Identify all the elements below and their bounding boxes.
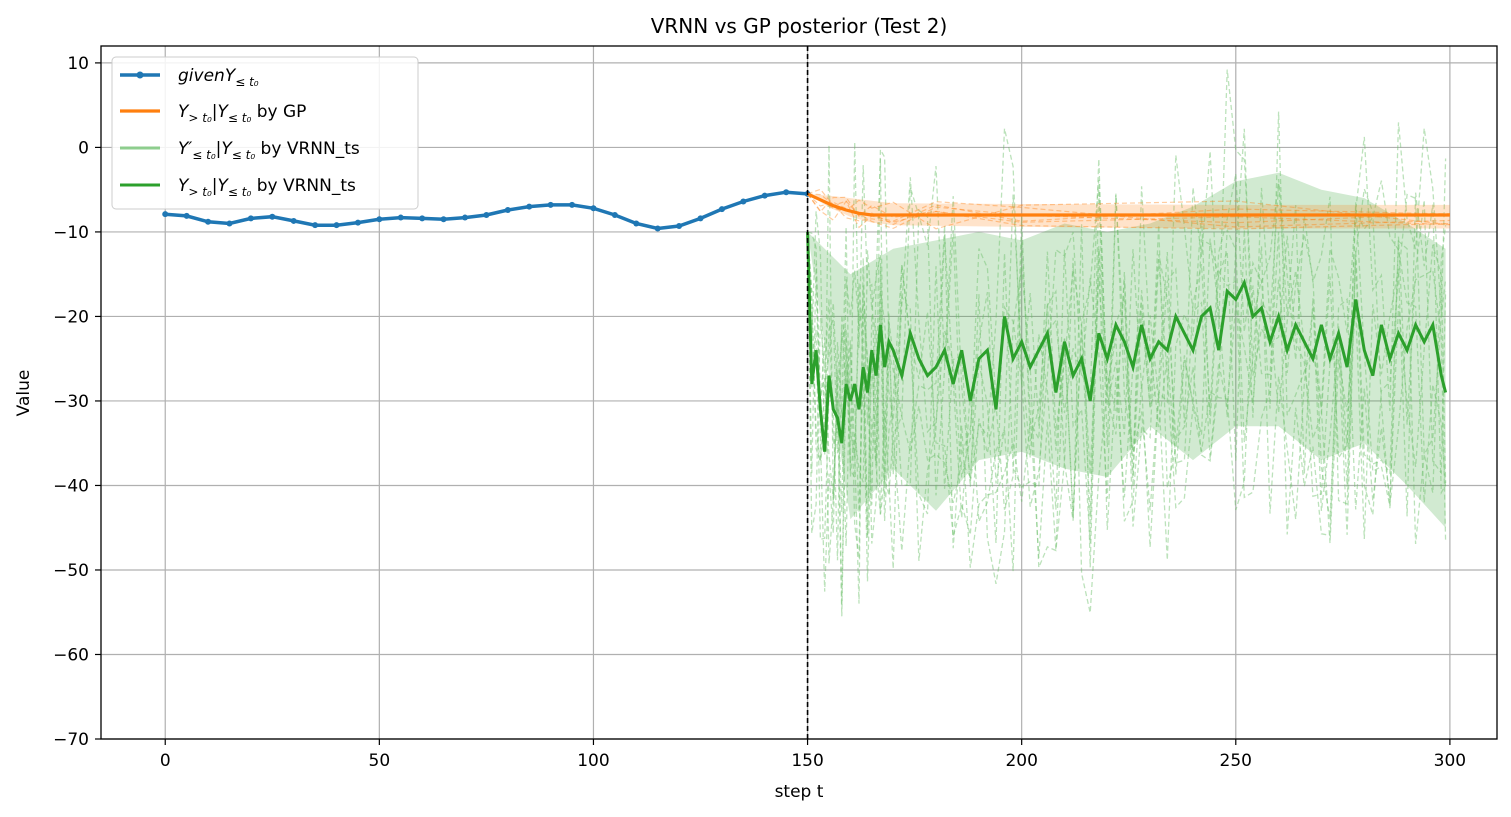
given-series-point xyxy=(247,215,254,222)
given-series-point xyxy=(504,206,511,213)
x-tick-label: 50 xyxy=(369,751,391,771)
y-tick-label: 0 xyxy=(78,138,89,158)
given-series-point xyxy=(333,222,340,229)
given-series-point xyxy=(676,223,683,230)
given-series-point xyxy=(376,216,383,223)
given-series-point xyxy=(633,220,640,227)
x-tick-label: 150 xyxy=(791,751,823,771)
y-tick-label: −70 xyxy=(53,730,89,750)
legend-label-given: givenY≤ t₀ xyxy=(178,66,259,89)
y-tick-label: −50 xyxy=(53,561,89,581)
x-tick-label: 250 xyxy=(1220,751,1252,771)
given-series-point xyxy=(354,219,361,226)
given-series-point xyxy=(205,218,212,225)
given-series-point xyxy=(269,213,276,220)
vrnn-sample-line xyxy=(806,128,1447,561)
given-series-point xyxy=(226,220,233,227)
legend-label-vrnn: Y> t₀|Y≤ t₀ by VRNN_ts xyxy=(178,176,356,199)
y-tick-label: −20 xyxy=(53,307,89,327)
y-axis-title: Value xyxy=(14,370,34,417)
given-series-point xyxy=(611,212,618,219)
given-series-point xyxy=(783,189,790,196)
y-tick-label: 10 xyxy=(67,54,89,74)
given-series-point xyxy=(162,211,169,218)
legend-label-vrnn_recon: Y′≤ t₀|Y≤ t₀ by VRNN_ts xyxy=(178,139,360,162)
x-tick-label: 200 xyxy=(1005,751,1037,771)
y-tick-label: −30 xyxy=(53,392,89,412)
given-series-point xyxy=(526,203,533,210)
y-tick-label: −10 xyxy=(53,223,89,243)
y-tick-label: −40 xyxy=(53,476,89,496)
vrnn-sample-line xyxy=(806,192,1447,617)
vrnn-sample-line xyxy=(807,155,1447,592)
gp-sample-line xyxy=(807,193,1450,230)
given-series-point xyxy=(761,192,768,199)
given-series-point xyxy=(290,217,297,224)
x-tick-label: 300 xyxy=(1434,751,1466,771)
gp-mean-line xyxy=(806,192,1450,217)
given-series-point xyxy=(697,215,704,222)
given-series-point xyxy=(718,206,725,213)
given-series-point xyxy=(547,201,554,208)
given-series-point xyxy=(312,222,319,229)
gp-sample-line xyxy=(807,188,1450,226)
gp-sample-line xyxy=(807,193,1450,230)
legend-box xyxy=(111,56,419,210)
legend-marker-given xyxy=(136,71,144,79)
given-series-point xyxy=(461,214,468,221)
legend-label-gp: Y> t₀|Y≤ t₀ by GP xyxy=(178,102,306,125)
x-axis-title: step t xyxy=(775,782,824,802)
given-series-point xyxy=(654,225,661,232)
given-series-point xyxy=(397,214,404,221)
plot-area: 0 50 100 150 200 250 300100−10−20−30−40−50−60−… xyxy=(53,45,1498,771)
given-series-point xyxy=(440,216,447,223)
gp-confidence-band xyxy=(807,193,1450,229)
series-layer xyxy=(162,69,1450,617)
y-tick-label: −60 xyxy=(53,645,89,665)
x-tick-label: 100 xyxy=(577,751,609,771)
vrnn-sample-line xyxy=(806,215,1447,613)
given-series-point xyxy=(590,205,597,212)
legend: givenY≤ t₀ Y> t₀|Y≤ t₀ by GP Y′≤ t₀|Y≤ t₀ … xyxy=(111,56,419,210)
given-series-point xyxy=(740,198,747,205)
given-series-point xyxy=(483,212,490,219)
given-series-point xyxy=(419,215,426,222)
plot-frame xyxy=(100,45,1498,740)
given-series-point xyxy=(569,201,576,208)
x-tick-label: 0 xyxy=(160,751,171,771)
chart-title: VRNN vs GP posterior (Test 2) xyxy=(651,14,948,38)
vrnn-sample-line xyxy=(806,231,1447,604)
given-series-point xyxy=(183,212,190,219)
vrnn-mean-line xyxy=(806,231,1448,452)
